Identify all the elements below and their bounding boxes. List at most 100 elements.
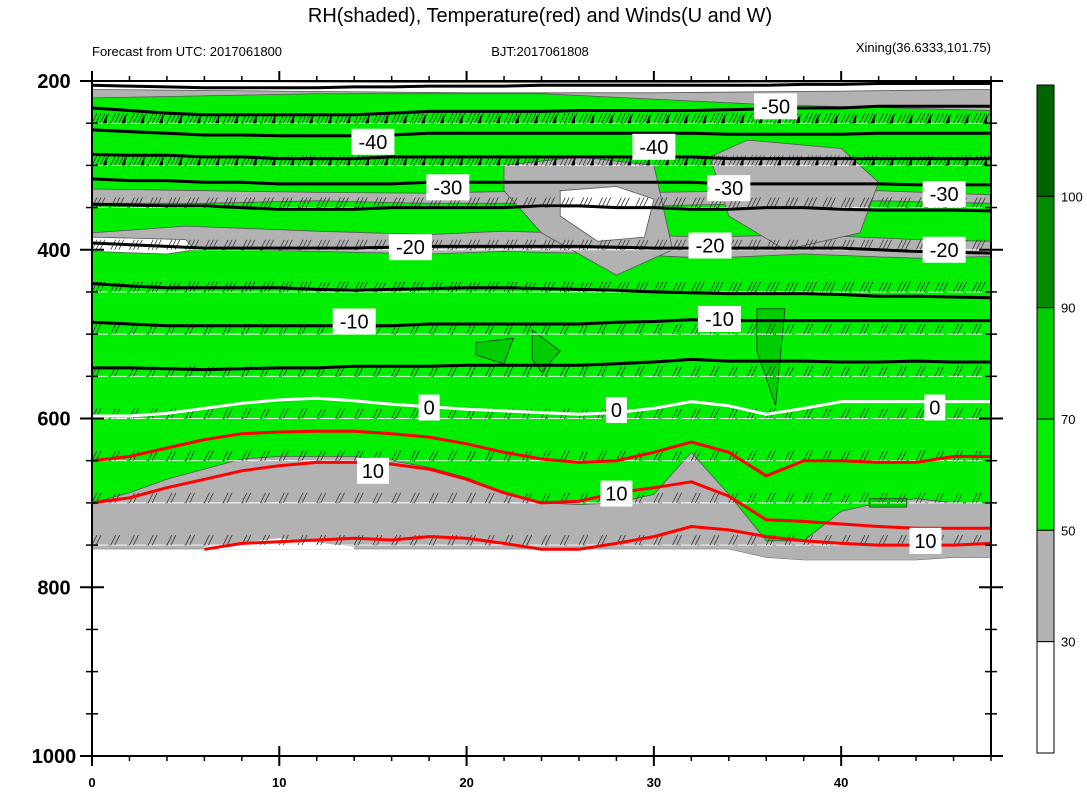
- wind-barb-feather: [976, 81, 977, 82]
- wind-barb-feather: [822, 155, 828, 166]
- wind-barb-feather: [979, 113, 986, 124]
- wind-barb-feather: [582, 239, 589, 250]
- wind-barb-feather: [690, 366, 697, 377]
- wind-barb-feather: [896, 492, 903, 504]
- wind-barb-feather: [541, 534, 547, 546]
- contour-label-box: [632, 133, 676, 160]
- wind-barb-feather: [586, 81, 588, 82]
- wind-barb-feather: [896, 239, 903, 250]
- wind-barb-pennant: [459, 72, 463, 81]
- wind-barb-feather: [410, 113, 416, 124]
- wind-barb-feather: [620, 366, 626, 377]
- wind-barb-feather: [96, 81, 97, 82]
- wind-barb-feather: [372, 366, 379, 377]
- wind-barb-feather: [919, 113, 926, 124]
- wind-barb-feather: [226, 408, 233, 419]
- wind-barb-feather: [751, 534, 757, 546]
- wind-barb-feather: [380, 81, 382, 82]
- wind-barb-feather: [770, 81, 771, 82]
- colorbar: 30 50 70 90 100: [1036, 84, 1083, 754]
- wind-barb-feather: [282, 408, 289, 419]
- wind-barb-feather: [657, 366, 664, 377]
- wind-barb-feather: [609, 81, 611, 82]
- wind-barb-pennant: [402, 72, 406, 81]
- wind-barb-feather: [848, 113, 855, 124]
- wind-barb-feather: [680, 197, 686, 208]
- contour-label: 0: [929, 398, 940, 420]
- wind-barb-feather: [522, 81, 524, 82]
- wind-barb-feather: [484, 492, 491, 504]
- wind-barb-feather: [732, 534, 739, 546]
- wind-barb-feather: [605, 81, 607, 82]
- wind-barb-pennant: [777, 72, 781, 81]
- wind-barb-feather: [953, 366, 959, 377]
- wind-barb-pennant: [533, 156, 538, 166]
- chart-title: RH(shaded), Temperature(red) and Winds(U…: [308, 5, 772, 27]
- wind-barb-pennant: [627, 114, 632, 124]
- wind-barb-feather: [863, 113, 870, 124]
- wind-barb-feather: [526, 81, 528, 82]
- wind-barb-feather: [638, 113, 645, 124]
- wind-barb-pennant: [102, 114, 107, 124]
- wind-barb-feather: [155, 113, 162, 124]
- wind-barb-feather: [953, 492, 959, 504]
- wind-barb-feather: [694, 281, 701, 293]
- wind-barb-pennant: [608, 156, 613, 166]
- wind-barb-feather: [278, 408, 285, 419]
- wind-barb-feather: [886, 155, 892, 166]
- wind-barb-feather: [784, 492, 791, 504]
- wind-barb-feather: [563, 113, 570, 124]
- wind-barb-feather: [826, 492, 832, 504]
- wind-barb-feather: [915, 281, 922, 293]
- wind-barb-feather: [597, 450, 604, 461]
- wind-barbs: [92, 72, 1000, 546]
- wind-barb-feather: [488, 534, 495, 546]
- wind-barb-feather: [470, 113, 476, 124]
- temperature-contour-line: [92, 104, 991, 117]
- wind-barb-pennant: [439, 114, 444, 124]
- wind-barb-feather: [380, 197, 387, 208]
- wind-barb-feather: [282, 492, 289, 504]
- wind-barb-feather: [822, 450, 828, 461]
- wind-barb-pennant: [215, 156, 220, 166]
- wind-barb-feather: [414, 113, 420, 124]
- wind-barb-feather: [642, 197, 649, 208]
- wind-barb-pennant: [871, 72, 875, 81]
- station-subtitle: Xining(36.6333,101.75): [856, 40, 991, 55]
- wind-barb-feather: [844, 197, 851, 208]
- wind-barb-feather: [792, 281, 799, 293]
- wind-barb-feather: [878, 155, 884, 166]
- wind-barb-feather: [807, 366, 814, 377]
- wind-barb-feather: [391, 366, 398, 377]
- wind-barb-feather: [995, 409, 1000, 419]
- wind-barb-feather: [859, 492, 866, 504]
- wind-barb-pennant: [327, 114, 332, 124]
- wind-barb-feather: [699, 81, 700, 82]
- wind-barb-feather: [316, 492, 323, 504]
- wind-barb-feather: [896, 534, 903, 546]
- wind-barb-feather: [643, 81, 644, 82]
- wind-barb-feather: [432, 323, 439, 335]
- wind-barb-pennant: [739, 114, 744, 124]
- wind-barb-feather: [938, 113, 945, 124]
- wind-barb-feather: [129, 113, 135, 124]
- wind-barb-feather: [919, 366, 926, 377]
- wind-barb-feather: [320, 155, 327, 166]
- wind-barb-feather: [995, 240, 1000, 250]
- wind-barb-feather: [938, 492, 945, 504]
- wind-barb-feather: [489, 81, 490, 82]
- wind-barb-feather: [751, 281, 757, 293]
- wind-barb-feather: [765, 366, 772, 377]
- wind-barb-feather: [975, 239, 982, 250]
- wind-barb-feather: [522, 366, 529, 377]
- wind-barb-pennant: [196, 156, 201, 166]
- y-tick-label: 800: [37, 577, 70, 599]
- wind-barb-feather: [694, 366, 701, 377]
- wind-barb-feather: [563, 239, 570, 250]
- wind-barb-feather: [653, 113, 660, 124]
- wind-barb-feather: [694, 113, 701, 124]
- wind-barb-feather: [151, 450, 158, 461]
- wind-barb-feather: [971, 323, 978, 335]
- wind-barb-feather: [320, 450, 327, 461]
- wind-barb-feather: [208, 534, 214, 546]
